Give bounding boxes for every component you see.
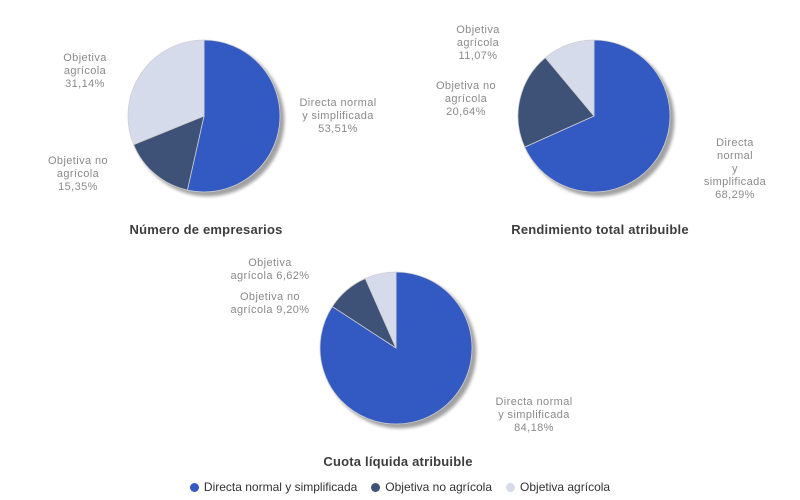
legend-dot-objetiva-agricola-icon — [506, 482, 516, 492]
pie-chart-rendimiento-total — [517, 39, 671, 193]
legend-label-objetiva-no-agricola: Objetiva no agrícola — [385, 480, 493, 494]
legend-dot-directa-normal-icon — [189, 482, 199, 492]
legend-dot-objetiva-no-agricola-icon — [371, 482, 381, 492]
callout-objetiva-agricola-pie3: Objetiva agrícola 6,62% — [230, 257, 310, 282]
callout-objetiva-no-agricola-pie3: Objetiva no agrícola 9,20% — [230, 291, 310, 316]
callout-directa-normal-pie3: Directa normal y simplificada 84,18% — [495, 396, 573, 434]
chart-title-cuota-liquida: Cuota líquida atribuible — [323, 454, 473, 469]
legend-label-objetiva-agricola: Objetiva agrícola — [520, 480, 611, 494]
legend-item-directa-normal: Directa normal y simplificada — [189, 480, 358, 494]
pie-slice-objetiva-agr-cola — [544, 39, 595, 117]
legend-label-directa-normal: Directa normal y simplificada — [203, 480, 358, 494]
pie-slice-objetiva-no-agr-cola — [133, 115, 205, 191]
legend-item-objetiva-agricola: Objetiva agrícola — [506, 480, 610, 494]
callout-objetiva-no-agricola-pie2: Objetiva no agrícola 20,64% — [435, 80, 497, 118]
callout-objetiva-agricola-pie1: Objetiva agrícola 31,14% — [63, 52, 107, 90]
callout-objetiva-no-agricola-pie1: Objetiva no agrícola 15,35% — [47, 155, 109, 193]
callout-directa-normal-pie1: Directa normal y simplificada 53,51% — [299, 97, 377, 135]
pie-slice-directa-normal-y-simplificada — [524, 39, 671, 193]
pie-slice-objetiva-agr-cola — [127, 39, 205, 145]
callout-objetiva-agricola-pie2: Objetiva agrícola 11,07% — [456, 24, 500, 62]
pie-slice-objetiva-no-agr-cola — [517, 57, 595, 148]
legend: Directa normal y simplificada Objetiva n… — [0, 480, 800, 494]
pie-slice-directa-normal-y-simplificada — [186, 39, 281, 193]
pie-chart-numero-de-empresarios — [127, 39, 281, 193]
pie-chart-cuota-liquida — [319, 271, 473, 425]
chart-title-numero-de-empresarios: Número de empresarios — [129, 222, 283, 237]
chart-title-rendimiento-total: Rendimiento total atribuible — [511, 222, 689, 237]
callout-directa-normal-pie2: Directa normal y simplificada 68,29% — [703, 137, 767, 201]
legend-item-objetiva-no-agricola: Objetiva no agrícola — [371, 480, 492, 494]
pie-slice-objetiva-agr-cola — [364, 271, 397, 349]
